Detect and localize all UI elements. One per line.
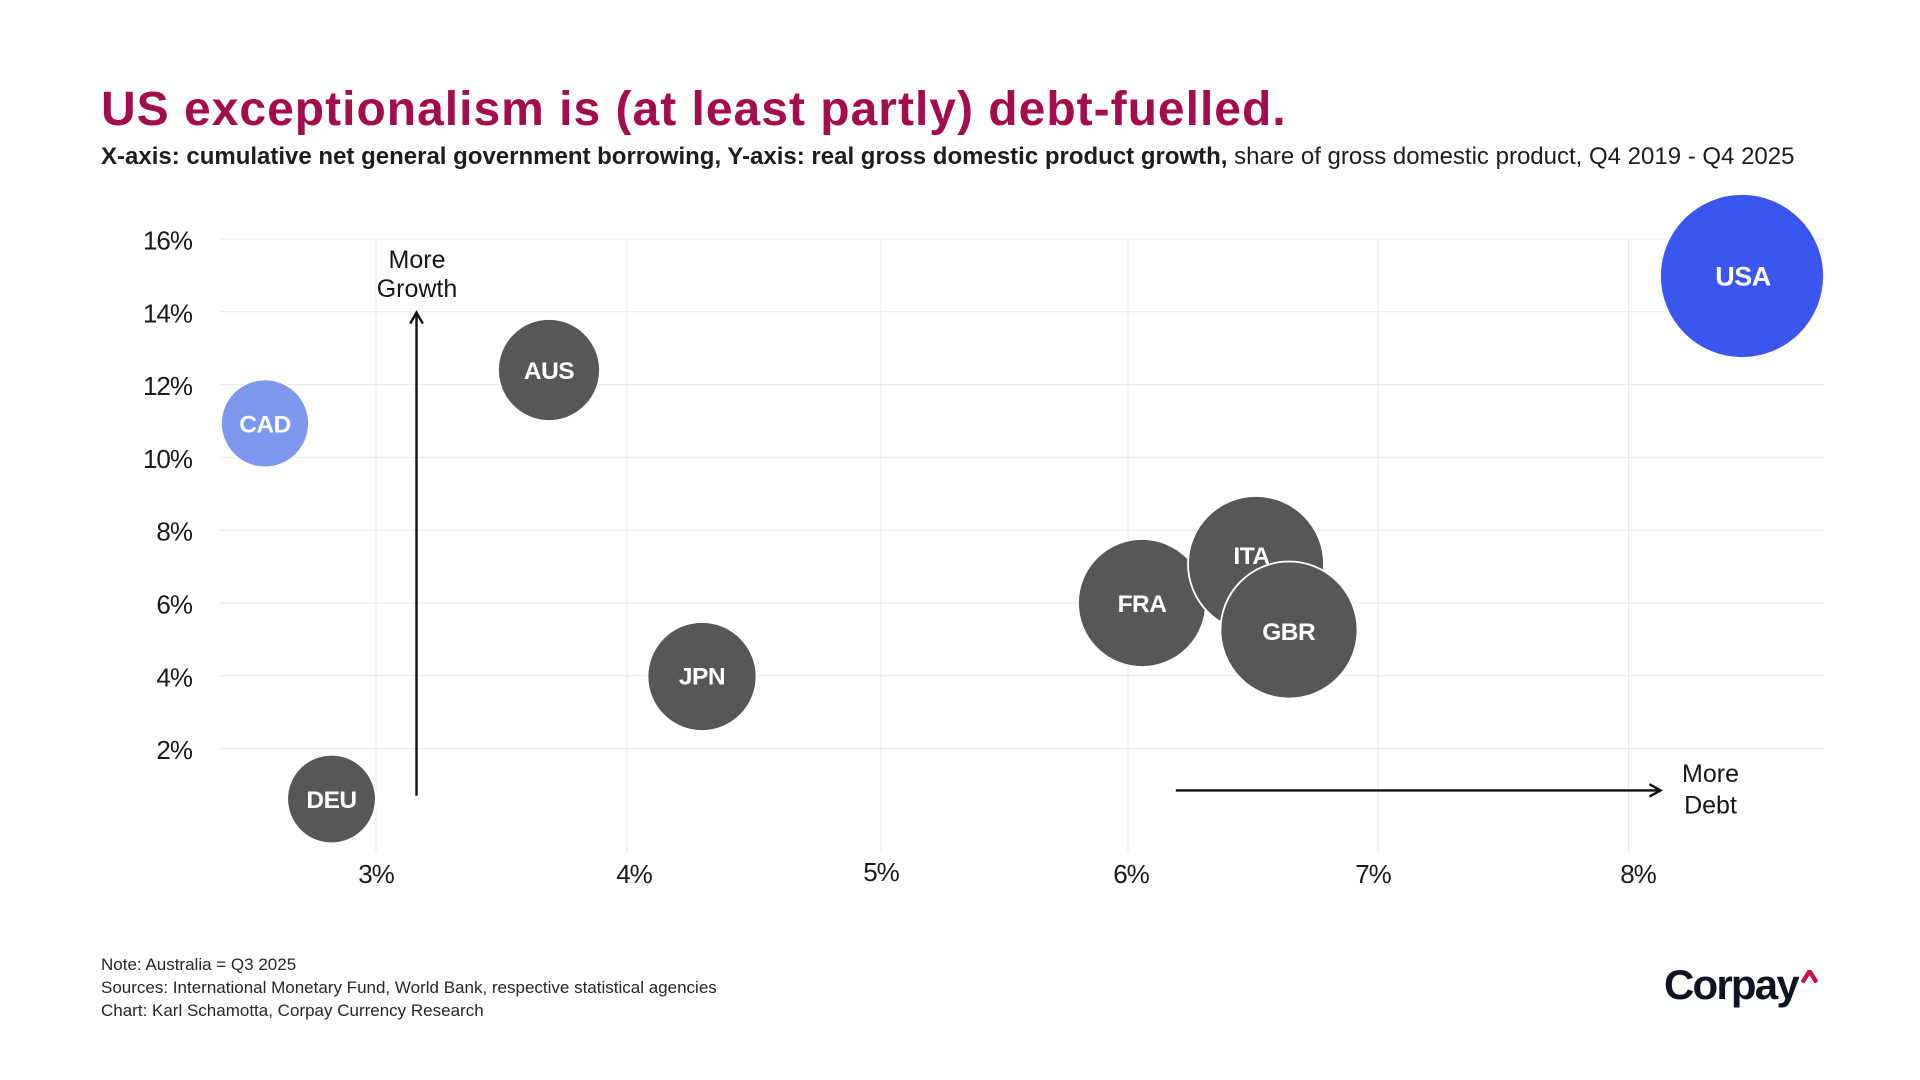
svg-text:JPN: JPN: [679, 664, 725, 691]
svg-text:CAD: CAD: [239, 411, 291, 438]
svg-text:3%: 3%: [358, 859, 394, 889]
svg-text:6%: 6%: [1113, 859, 1149, 889]
svg-text:16%: 16%: [143, 226, 193, 256]
svg-text:8%: 8%: [156, 517, 192, 547]
svg-text:USA: USA: [1715, 262, 1771, 292]
svg-text:DEU: DEU: [306, 787, 356, 814]
svg-text:4%: 4%: [616, 859, 652, 889]
svg-text:2%: 2%: [156, 735, 192, 765]
svg-text:4%: 4%: [156, 662, 192, 692]
svg-text:More: More: [389, 246, 446, 274]
svg-text:GBR: GBR: [1262, 619, 1316, 646]
svg-text:Growth: Growth: [377, 275, 458, 303]
svg-text:5%: 5%: [863, 857, 899, 887]
svg-text:ITA: ITA: [1233, 543, 1270, 570]
svg-text:AUS: AUS: [524, 358, 574, 385]
svg-text:12%: 12%: [143, 371, 193, 401]
svg-text:Debt: Debt: [1684, 792, 1737, 820]
svg-text:More: More: [1682, 760, 1739, 788]
svg-text:14%: 14%: [143, 298, 193, 328]
svg-text:6%: 6%: [156, 590, 192, 620]
svg-text:8%: 8%: [1620, 859, 1656, 889]
svg-text:7%: 7%: [1355, 859, 1391, 889]
svg-text:FRA: FRA: [1118, 591, 1168, 618]
svg-text:10%: 10%: [143, 444, 193, 474]
